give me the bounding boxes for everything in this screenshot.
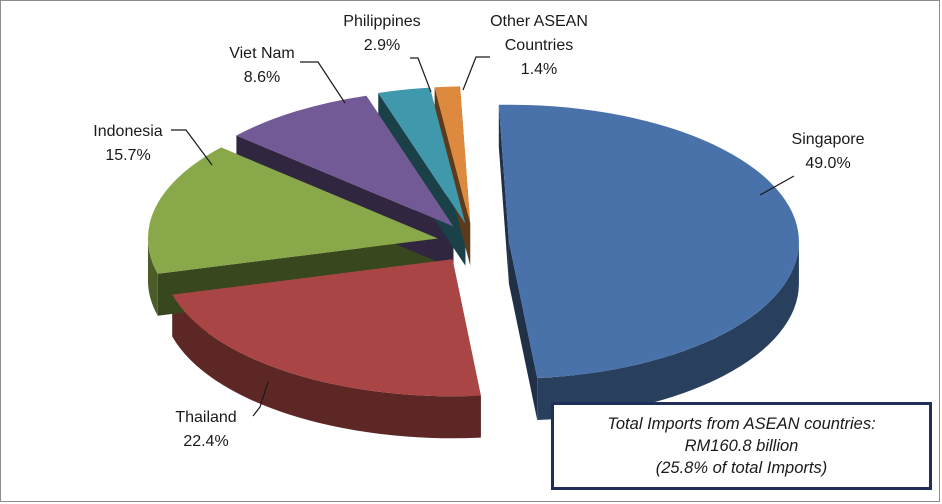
category-label-thailand: Thailand — [175, 409, 236, 426]
category-label-philippines: Philippines — [343, 13, 420, 30]
slice-side-indonesia-0 — [147, 238, 158, 316]
value-label-other-asean-countries: 1.4% — [521, 61, 557, 78]
leader-line-philippines — [410, 57, 432, 93]
slice-singapore — [498, 104, 799, 379]
category-label-singapore: Singapore — [792, 131, 865, 148]
value-label-thailand: 22.4% — [183, 433, 228, 450]
pie-tops — [147, 86, 799, 397]
leader-line-other-asean-countries — [462, 56, 490, 91]
label-leaders — [171, 56, 795, 417]
value-label-philippines: 2.9% — [364, 37, 400, 54]
total-imports-annotation: Total Imports from ASEAN countries: RM16… — [551, 402, 932, 490]
category-label-viet-nam: Viet Nam — [229, 45, 295, 62]
slice-side-singapore-0 — [537, 241, 799, 421]
annotation-line-1: Total Imports from ASEAN countries: — [607, 415, 876, 433]
leader-line-singapore — [759, 175, 795, 196]
category-label-indonesia: Indonesia — [93, 123, 162, 140]
value-label-singapore: 49.0% — [805, 155, 850, 172]
leader-line-thailand — [252, 381, 269, 417]
slice-labels: Singapore 49.0% Thailand 22.4% Indonesia 15.7… — [93, 13, 864, 450]
slice-thailand — [172, 259, 481, 397]
leader-line-viet-nam — [300, 61, 346, 104]
slice-indonesia — [147, 147, 438, 274]
slice-side-thailand-0 — [172, 294, 481, 439]
slice-other-asean-countries — [434, 86, 471, 224]
slice-philippines — [378, 87, 466, 224]
annotation-line-2: RM160.8 billion — [684, 437, 799, 455]
leader-line-indonesia — [171, 129, 213, 166]
slice-wall-singapore-0 — [498, 104, 509, 284]
category-label-other-asean-countries: Other ASEAN — [490, 13, 588, 30]
category-label-other-asean-countries: Countries — [505, 37, 573, 54]
annotation-line-3: (25.8% of total Imports) — [655, 459, 828, 477]
slice-wall-singapore-1 — [508, 241, 538, 421]
slice-viet-nam — [236, 95, 454, 227]
value-label-indonesia: 15.7% — [105, 147, 150, 164]
value-label-viet-nam: 8.6% — [244, 69, 280, 86]
